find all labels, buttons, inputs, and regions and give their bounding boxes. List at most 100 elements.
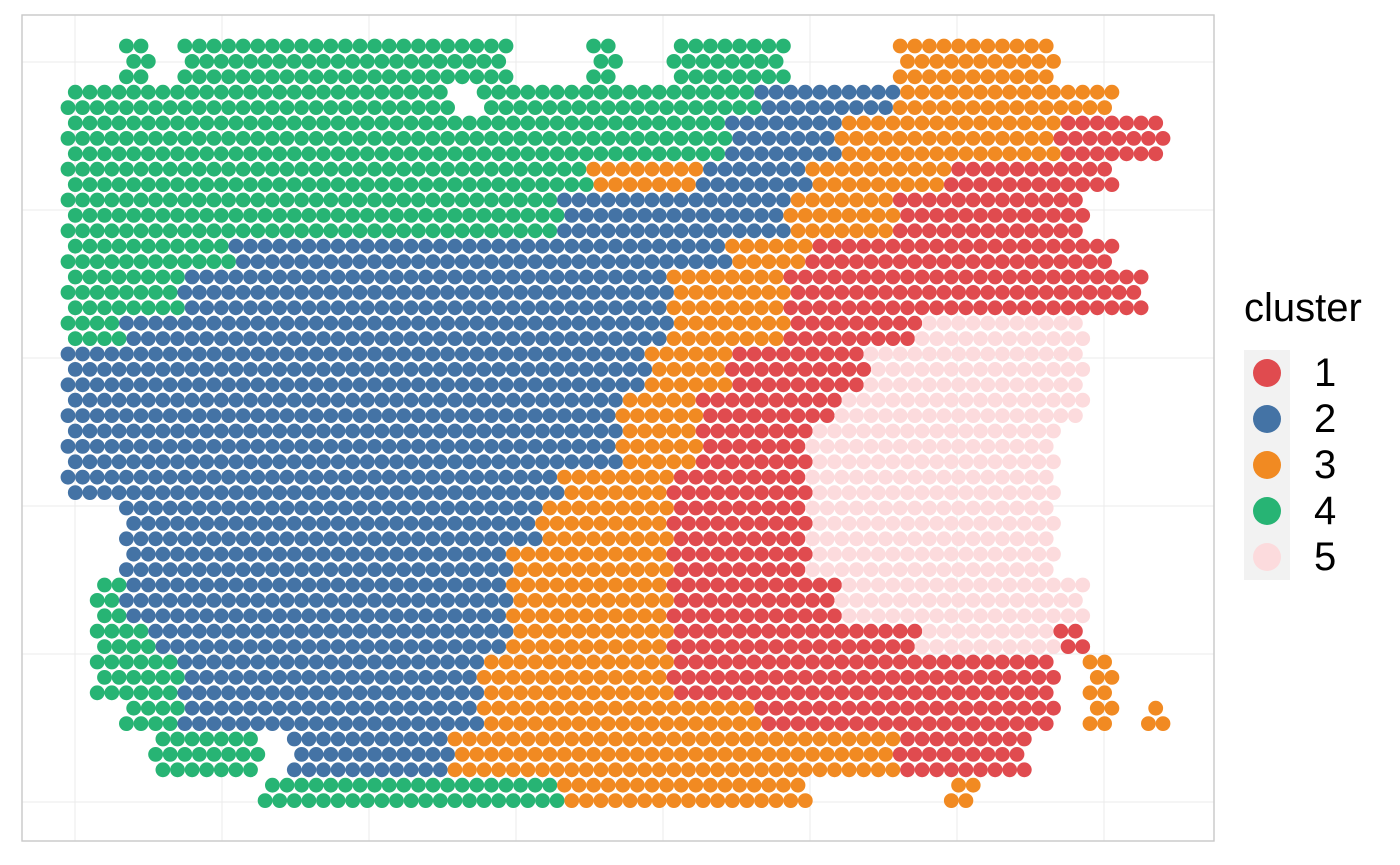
spot-point <box>1075 238 1091 254</box>
spot-point <box>783 177 799 193</box>
spot-point <box>389 300 404 316</box>
spot-point <box>155 177 171 193</box>
spot-point <box>768 54 784 69</box>
spot-point <box>885 146 901 162</box>
spot-point <box>622 762 638 778</box>
spot-point <box>491 208 507 223</box>
spot-point <box>564 670 580 685</box>
spot-point <box>498 285 514 300</box>
spot-point <box>396 192 412 208</box>
spot-point <box>257 700 273 716</box>
spot-point <box>418 546 434 562</box>
spot-point <box>243 269 258 285</box>
spot-point <box>498 192 514 208</box>
spot-point <box>812 331 828 346</box>
spot-point <box>294 623 309 639</box>
spot-point <box>126 577 142 593</box>
spot-point <box>155 700 171 716</box>
spot-point <box>505 84 521 100</box>
spot-point <box>192 623 207 639</box>
spot-point <box>184 84 200 100</box>
spot-point <box>352 100 368 115</box>
spot-point <box>257 84 273 100</box>
spot-point <box>783 392 799 408</box>
spot-point <box>637 84 653 100</box>
spot-point <box>1009 346 1025 362</box>
spot-point <box>411 500 426 516</box>
spot-point <box>89 346 105 362</box>
spot-point <box>184 700 200 716</box>
spot-point <box>666 84 682 100</box>
spot-point <box>462 762 477 778</box>
spot-point <box>425 254 441 269</box>
spot-point <box>681 423 696 439</box>
spot-point <box>403 331 419 346</box>
spot-point <box>104 408 120 423</box>
spot-point <box>732 593 747 608</box>
spot-point <box>892 161 908 177</box>
spot-point <box>469 315 485 331</box>
spot-point <box>987 331 1003 346</box>
spot-point <box>863 593 879 608</box>
spot-point <box>60 439 76 454</box>
spot-point <box>644 531 660 547</box>
spot-point <box>995 100 1010 115</box>
spot-point <box>104 223 120 239</box>
spot-point <box>1024 531 1039 547</box>
spot-point <box>374 577 390 593</box>
spot-point <box>279 315 295 331</box>
spot-point <box>1024 377 1039 393</box>
spot-point <box>199 177 215 193</box>
spot-point <box>359 423 375 439</box>
spot-point <box>491 454 507 470</box>
spot-point <box>454 38 470 54</box>
spot-point <box>454 377 470 393</box>
spot-point <box>885 362 901 377</box>
spot-point <box>615 623 631 639</box>
spot-point <box>228 454 244 470</box>
spot-point <box>995 223 1010 239</box>
spot-point <box>213 208 229 223</box>
spot-point <box>221 254 237 269</box>
spot-point <box>330 331 346 346</box>
spot-point <box>885 546 901 562</box>
spot-point <box>732 623 747 639</box>
spot-point <box>374 54 390 69</box>
spot-point <box>257 208 273 223</box>
spot-point <box>644 469 660 485</box>
spot-point <box>119 223 134 239</box>
spot-point <box>111 423 127 439</box>
spot-point <box>1024 315 1039 331</box>
spot-point <box>308 161 324 177</box>
spot-point <box>695 300 711 316</box>
spot-point <box>250 593 266 608</box>
spot-point <box>776 346 791 362</box>
spot-point <box>484 685 499 701</box>
spot-point <box>615 685 631 701</box>
spot-point <box>403 454 419 470</box>
spot-point <box>849 161 864 177</box>
spot-point <box>651 762 667 778</box>
spot-point <box>133 623 149 639</box>
spot-point <box>155 454 171 470</box>
spot-point <box>980 161 996 177</box>
spot-point <box>885 639 901 654</box>
spot-point <box>294 254 309 269</box>
spot-point <box>454 192 470 208</box>
spot-point <box>637 639 653 654</box>
spot-point <box>608 670 623 685</box>
spot-point <box>97 608 112 624</box>
spot-point <box>374 700 390 716</box>
spot-point <box>542 131 558 146</box>
spot-point <box>476 762 492 778</box>
spot-point <box>330 454 346 470</box>
spot-point <box>184 608 200 624</box>
spot-point <box>462 146 477 162</box>
spot-point <box>790 500 806 516</box>
spot-point <box>286 238 302 254</box>
spot-point <box>520 793 536 808</box>
spot-point <box>411 315 426 331</box>
spot-point <box>484 254 499 269</box>
spot-point <box>819 192 835 208</box>
spot-point <box>768 362 784 377</box>
